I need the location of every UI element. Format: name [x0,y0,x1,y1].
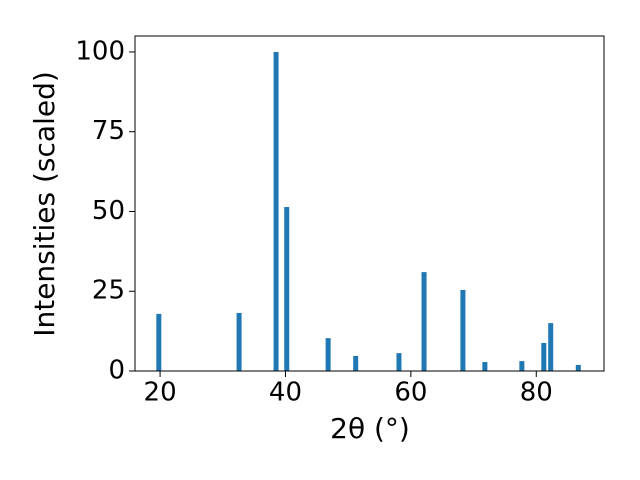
y-axis-label: Intensities (scaled) [28,71,61,337]
plot-frame [134,35,605,372]
bar [273,51,279,371]
bar [156,313,162,371]
x-axis-label: 2θ (°) [330,412,410,445]
bar [548,323,554,371]
bar [541,342,547,371]
x-tick-label: 40 [269,378,302,408]
bar [353,356,359,371]
y-tick-label: 50 [92,196,125,226]
y-tick-label: 75 [92,116,125,146]
bar [460,289,466,371]
y-tick-label: 25 [92,276,125,306]
x-tick-label: 60 [394,378,427,408]
bar [236,312,242,371]
bar [325,338,331,371]
y-tick-label: 0 [108,356,125,386]
bar [482,362,488,371]
bar [575,364,581,371]
bar [421,272,427,371]
y-tick-label: 100 [75,36,125,66]
bar [396,353,402,371]
x-tick-label: 80 [520,378,553,408]
x-tick-label: 20 [144,378,177,408]
bar [284,207,290,371]
bar [519,361,525,371]
